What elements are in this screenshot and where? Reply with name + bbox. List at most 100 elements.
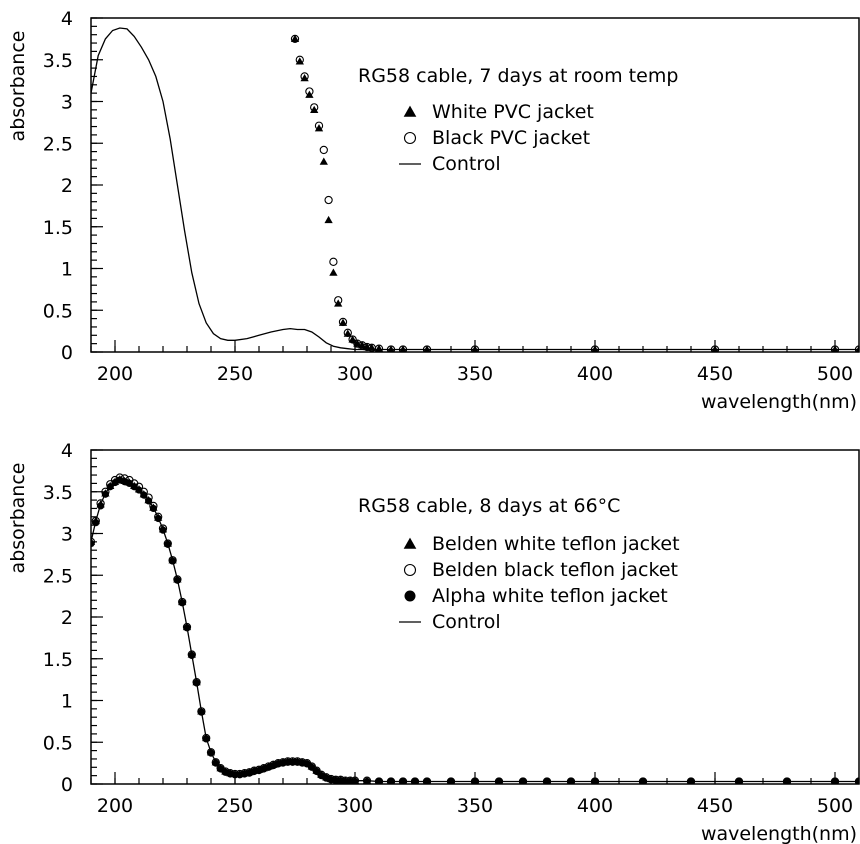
- x-tick-label: 400: [577, 795, 613, 817]
- point-black-pvc-jacket: [830, 345, 840, 352]
- point-alpha-white-teflon-jacket: [313, 767, 321, 776]
- point-alpha-white-teflon-jacket: [169, 557, 177, 565]
- point-alpha-white-teflon-jacket: [135, 486, 143, 494]
- point-white-pvc-jacket: [290, 34, 300, 42]
- y-tick-label: 3.5: [43, 50, 73, 72]
- legend-label: White PVC jacket: [432, 101, 594, 123]
- point-black-pvc-jacket: [310, 103, 319, 112]
- point-black-pvc-jacket: [343, 328, 352, 337]
- point-alpha-white-teflon-jacket: [197, 708, 205, 716]
- point-belden-black-teflon-jacket: [362, 776, 372, 784]
- point-white-pvc-jacket: [387, 345, 395, 352]
- point-black-pvc-jacket: [338, 317, 348, 327]
- point-alpha-white-teflon-jacket: [308, 763, 316, 771]
- x-tick-label: 250: [217, 795, 253, 817]
- point-alpha-white-teflon-jacket: [140, 491, 148, 499]
- point-alpha-white-teflon-jacket: [519, 777, 527, 784]
- point-alpha-white-teflon-jacket: [687, 777, 695, 784]
- point-white-pvc-jacket: [314, 124, 324, 132]
- point-black-pvc-jacket: [334, 296, 343, 305]
- point-alpha-white-teflon-jacket: [212, 759, 220, 767]
- point-white-pvc-jacket: [319, 157, 328, 165]
- legend-label: Belden white teflon jacket: [432, 533, 680, 555]
- point-white-pvc-jacket: [334, 299, 343, 307]
- point-white-pvc-jacket: [305, 90, 314, 98]
- legend-label: Black PVC jacket: [432, 127, 590, 149]
- y-tick-label: 2.5: [43, 565, 73, 587]
- point-alpha-white-teflon-jacket: [855, 777, 859, 784]
- x-tick-label: 250: [217, 363, 253, 385]
- point-alpha-white-teflon-jacket: [91, 539, 95, 548]
- y-tick-label: 1: [61, 691, 73, 713]
- point-alpha-white-teflon-jacket: [154, 514, 162, 523]
- point-white-pvc-jacket: [329, 268, 338, 276]
- point-alpha-white-teflon-jacket: [101, 490, 109, 498]
- point-alpha-white-teflon-jacket: [423, 777, 431, 784]
- point-white-pvc-jacket: [324, 215, 333, 224]
- x-tick-label: 450: [697, 363, 733, 385]
- x-tick-label: 200: [97, 795, 133, 817]
- point-alpha-white-teflon-jacket: [471, 777, 479, 784]
- x-tick-label: 400: [577, 363, 613, 385]
- point-white-pvc-jacket: [711, 345, 719, 352]
- point-black-pvc-jacket: [386, 345, 396, 352]
- y-axis-label: absorbance: [7, 31, 29, 142]
- point-white-pvc-jacket: [855, 345, 859, 352]
- y-tick-label: 0: [61, 774, 73, 796]
- point-black-pvc-jacket: [324, 195, 333, 205]
- point-alpha-white-teflon-jacket: [363, 777, 371, 784]
- y-tick-label: 2: [61, 607, 73, 629]
- y-tick-label: 1: [61, 259, 73, 281]
- point-white-pvc-jacket: [831, 345, 839, 352]
- point-alpha-white-teflon-jacket: [97, 502, 105, 510]
- point-black-pvc-jacket: [362, 342, 372, 352]
- point-black-pvc-jacket: [353, 339, 362, 348]
- legend-label: Belden black teflon jacket: [432, 559, 678, 581]
- point-white-pvc-jacket: [399, 345, 407, 352]
- point-alpha-white-teflon-jacket: [178, 599, 186, 607]
- point-alpha-white-teflon-jacket: [411, 777, 419, 784]
- x-tick-label: 450: [697, 795, 733, 817]
- point-black-pvc-jacket: [374, 344, 384, 352]
- x-tick-label: 500: [817, 363, 853, 385]
- point-alpha-white-teflon-jacket: [399, 777, 407, 784]
- point-black-pvc-jacket: [710, 345, 720, 352]
- point-alpha-white-teflon-jacket: [159, 526, 167, 534]
- point-alpha-white-teflon-jacket: [639, 777, 647, 784]
- point-alpha-white-teflon-jacket: [92, 519, 100, 527]
- legend-marker: [403, 105, 417, 117]
- x-tick-label: 500: [817, 795, 853, 817]
- point-black-pvc-jacket: [300, 72, 309, 81]
- point-alpha-white-teflon-jacket: [387, 777, 395, 784]
- plot-area: [91, 473, 859, 784]
- point-black-pvc-jacket: [295, 55, 304, 64]
- point-black-pvc-jacket: [305, 87, 314, 96]
- y-tick-label: 0.5: [43, 732, 73, 754]
- bottom-chart-66c: 0 0.5 1 1.5 2 2.5 3 3.5 4 200 250 300 350 400 450 500 wa…: [7, 440, 860, 844]
- point-white-pvc-jacket: [310, 105, 319, 113]
- point-white-pvc-jacket: [343, 329, 352, 337]
- point-alpha-white-teflon-jacket: [495, 777, 503, 784]
- legend-marker: [403, 563, 417, 577]
- point-black-pvc-jacket: [854, 345, 859, 352]
- point-alpha-white-teflon-jacket: [447, 777, 455, 784]
- point-alpha-white-teflon-jacket: [183, 624, 191, 632]
- point-alpha-white-teflon-jacket: [149, 504, 157, 513]
- legend-marker: [403, 131, 417, 145]
- legend-label: Alpha white teflon jacket: [432, 585, 668, 607]
- y-tick-label: 2: [61, 175, 73, 197]
- point-alpha-white-teflon-jacket: [173, 576, 181, 584]
- point-alpha-white-teflon-jacket: [351, 777, 359, 784]
- point-black-pvc-jacket: [319, 145, 328, 155]
- point-alpha-white-teflon-jacket: [831, 777, 839, 784]
- point-alpha-white-teflon-jacket: [783, 777, 791, 784]
- x-tick-label: 350: [457, 795, 493, 817]
- point-alpha-white-teflon-jacket: [106, 483, 114, 491]
- point-alpha-white-teflon-jacket: [735, 777, 743, 784]
- top-chart-room-temp: 0 0.5 1 1.5 2 2.5 3 3.5 4 200 250 300 350 400 450 500 wa…: [7, 8, 860, 413]
- y-axis-label: absorbance: [7, 463, 29, 574]
- point-black-pvc-jacket: [329, 257, 338, 266]
- point-alpha-white-teflon-jacket: [145, 497, 153, 505]
- point-black-pvc-jacket: [398, 345, 408, 352]
